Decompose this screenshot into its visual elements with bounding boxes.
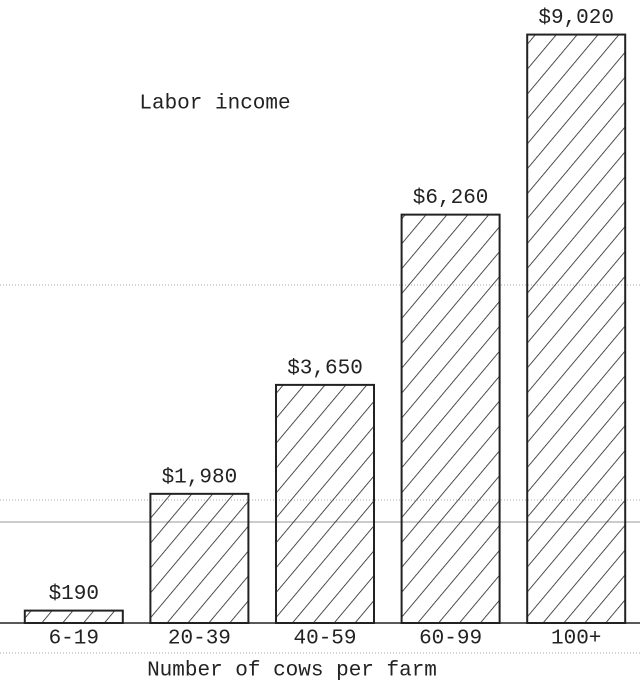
value-label: $3,650 bbox=[287, 357, 363, 380]
bar bbox=[275, 383, 375, 624]
bar bbox=[149, 492, 250, 624]
bar bbox=[526, 33, 627, 624]
value-label: $1,980 bbox=[162, 466, 238, 489]
value-label: $190 bbox=[49, 583, 99, 606]
x-tick-label: 60-99 bbox=[419, 628, 482, 651]
value-label: $9,020 bbox=[538, 7, 614, 30]
x-axis-label: Number of cows per farm bbox=[147, 660, 437, 683]
chart-title: Labor income bbox=[139, 93, 290, 116]
value-label: $6,260 bbox=[413, 187, 489, 210]
x-tick-label: 100+ bbox=[551, 628, 601, 651]
x-tick-label: 40-59 bbox=[293, 628, 356, 651]
x-tick-label: 20-39 bbox=[168, 628, 231, 651]
bar bbox=[23, 609, 124, 624]
x-tick-label: 6-19 bbox=[49, 628, 99, 651]
bar bbox=[400, 213, 501, 625]
